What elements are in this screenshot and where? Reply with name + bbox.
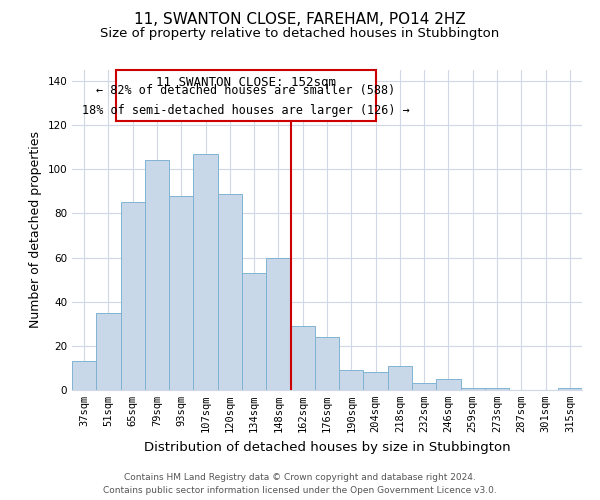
Bar [485,388,509,390]
Text: Size of property relative to detached houses in Stubbington: Size of property relative to detached ho… [100,28,500,40]
Bar [96,313,121,390]
Text: ← 82% of detached houses are smaller (588): ← 82% of detached houses are smaller (58… [96,84,395,97]
Bar [145,160,169,390]
Text: 11 SWANTON CLOSE: 152sqm: 11 SWANTON CLOSE: 152sqm [155,76,335,90]
Bar [290,326,315,390]
Bar [266,258,290,390]
Bar [72,362,96,390]
Text: 11, SWANTON CLOSE, FAREHAM, PO14 2HZ: 11, SWANTON CLOSE, FAREHAM, PO14 2HZ [134,12,466,28]
Bar [412,384,436,390]
Bar [169,196,193,390]
Text: Contains HM Land Registry data © Crown copyright and database right 2024.
Contai: Contains HM Land Registry data © Crown c… [103,474,497,495]
Bar [436,379,461,390]
X-axis label: Distribution of detached houses by size in Stubbington: Distribution of detached houses by size … [143,440,511,454]
Bar [339,370,364,390]
Bar [364,372,388,390]
Y-axis label: Number of detached properties: Number of detached properties [29,132,42,328]
Bar [193,154,218,390]
FancyBboxPatch shape [116,70,376,121]
Bar [388,366,412,390]
Bar [242,273,266,390]
Bar [121,202,145,390]
Bar [461,388,485,390]
Bar [315,337,339,390]
Bar [558,388,582,390]
Bar [218,194,242,390]
Text: 18% of semi-detached houses are larger (126) →: 18% of semi-detached houses are larger (… [82,104,410,117]
